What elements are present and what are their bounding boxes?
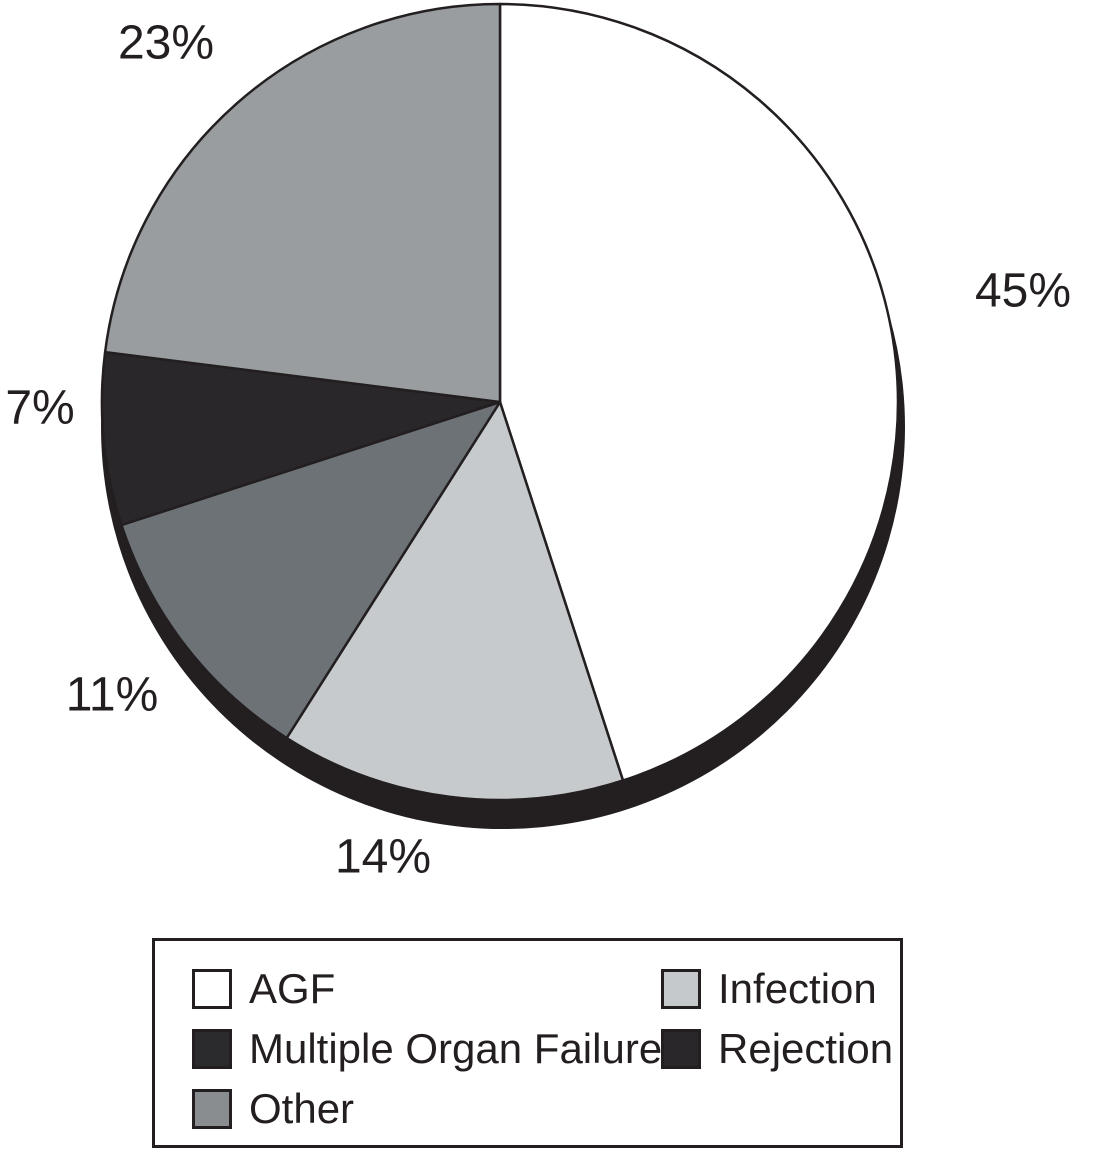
- pie-slice-agf: [498, 2, 900, 782]
- legend-item-agf: AGF: [192, 965, 336, 1012]
- legend-swatch-infection: [661, 969, 701, 1009]
- slice-label-infection: 14%: [334, 830, 432, 884]
- legend: AGF Infection Multiple Organ Failure Rej…: [152, 938, 903, 1148]
- legend-label-other: Other: [249, 1085, 355, 1132]
- legend-swatch-agf: [192, 969, 232, 1009]
- pie-slice-multiple-organ-failure: [120, 400, 502, 740]
- legend-item-infection: Infection: [661, 965, 877, 1012]
- legend-swatch-rejection: [661, 1029, 701, 1069]
- legend-swatch-other: [192, 1089, 232, 1129]
- slice-label-other: 23%: [117, 16, 215, 70]
- pie-slice-rejection: [100, 350, 502, 527]
- legend-label-infection: Infection: [718, 965, 877, 1012]
- legend-label-agf: AGF: [249, 965, 336, 1012]
- pie-slice-other: [103, 2, 502, 404]
- legend-swatch-multiple-organ-failure: [192, 1029, 232, 1069]
- legend-item-multiple-organ-failure: Multiple Organ Failure: [192, 1025, 663, 1072]
- slice-label-rejection: 7%: [5, 381, 75, 435]
- slice-label-multiple-organ-failure: 11%: [65, 668, 159, 722]
- legend-label-rejection: Rejection: [718, 1025, 894, 1072]
- legend-item-rejection: Rejection: [661, 1025, 894, 1072]
- pie-slice-infection: [285, 400, 625, 802]
- slice-label-agf: 45%: [974, 264, 1072, 318]
- legend-label-multiple-organ-failure: Multiple Organ Failure: [249, 1025, 663, 1072]
- legend-item-other: Other: [192, 1085, 355, 1132]
